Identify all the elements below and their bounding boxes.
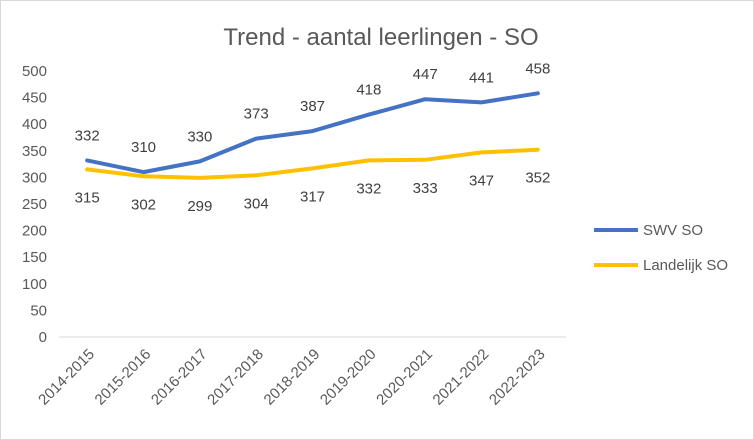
data-label: 310 bbox=[131, 139, 156, 156]
x-tick-label: 2016-2017 bbox=[148, 346, 211, 409]
x-tick-label: 2020-2021 bbox=[373, 346, 436, 409]
y-tick-label: 100 bbox=[22, 276, 47, 293]
data-label: 302 bbox=[131, 196, 156, 213]
x-tick-label: 2017-2018 bbox=[204, 346, 267, 409]
y-tick-label: 0 bbox=[39, 329, 47, 346]
data-label: 315 bbox=[75, 189, 100, 206]
y-tick-label: 450 bbox=[22, 90, 47, 107]
legend-label: Landelijk SO bbox=[643, 257, 728, 274]
data-label: 332 bbox=[356, 180, 381, 197]
y-tick-label: 300 bbox=[22, 169, 47, 186]
x-tick-label: 2018-2019 bbox=[261, 346, 324, 409]
data-label: 441 bbox=[469, 69, 494, 86]
data-label: 330 bbox=[187, 128, 212, 145]
data-label: 317 bbox=[300, 188, 325, 205]
y-tick-label: 150 bbox=[22, 249, 47, 266]
data-label: 352 bbox=[525, 170, 550, 187]
series-line bbox=[85, 147, 540, 180]
x-tick-label: 2021-2022 bbox=[430, 346, 493, 409]
data-label: 304 bbox=[244, 195, 269, 212]
legend: SWV SO Landelijk SO bbox=[594, 222, 728, 274]
data-label: 333 bbox=[413, 180, 438, 197]
y-tick-label: 500 bbox=[22, 63, 47, 80]
x-tick-label: 2022-2023 bbox=[486, 346, 549, 409]
x-tick-label: 2019-2020 bbox=[317, 346, 380, 409]
data-label: 373 bbox=[244, 106, 269, 123]
y-tick-label: 200 bbox=[22, 223, 47, 240]
data-label: 332 bbox=[75, 127, 100, 144]
series-lines bbox=[85, 91, 540, 180]
chart-title: Trend - aantal leerlingen - SO bbox=[223, 24, 538, 51]
y-tick-label: 350 bbox=[22, 143, 47, 160]
y-tick-label: 250 bbox=[22, 196, 47, 213]
data-labels: 332 310 330 373 387 418 447 441 458 315 302 299 304 3… bbox=[75, 60, 551, 215]
y-tick-label: 50 bbox=[30, 302, 47, 319]
data-label: 447 bbox=[413, 66, 438, 83]
data-label: 299 bbox=[187, 198, 212, 215]
data-label: 347 bbox=[469, 172, 494, 189]
y-axis-ticks: 0 50 100 150 200 250 300 350 400 450 500 bbox=[22, 63, 47, 346]
data-label: 387 bbox=[300, 98, 325, 115]
data-label: 418 bbox=[356, 82, 381, 99]
y-tick-label: 400 bbox=[22, 116, 47, 133]
legend-label: SWV SO bbox=[643, 222, 703, 239]
x-tick-label: 2014-2015 bbox=[35, 346, 98, 409]
x-axis-ticks: 2014-20152015-20162016-20172017-20182018… bbox=[35, 346, 548, 409]
x-tick-label: 2015-2016 bbox=[92, 346, 155, 409]
data-label: 458 bbox=[525, 60, 550, 77]
series-line bbox=[85, 91, 540, 175]
